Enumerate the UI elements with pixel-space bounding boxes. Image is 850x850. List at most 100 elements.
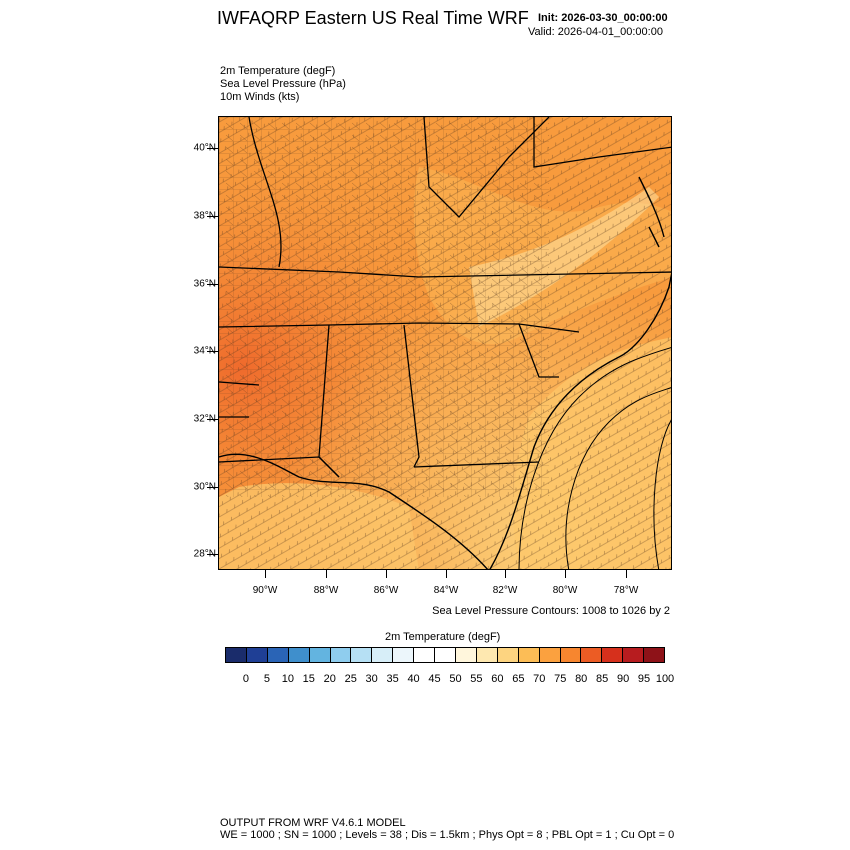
colorbar-label: 30	[365, 673, 378, 685]
lon-label: 82°W	[492, 585, 518, 596]
colorbar-label: 35	[386, 673, 399, 685]
colorbar-label: 45	[428, 673, 441, 685]
atlantic-coastline	[489, 273, 671, 569]
colorbar-label: 85	[596, 673, 609, 685]
colorbar-swatch	[539, 648, 561, 662]
colorbar-swatch	[414, 648, 436, 662]
colorbar-label: 50	[449, 673, 462, 685]
lon-label: 84°W	[433, 585, 459, 596]
lat-tick	[207, 554, 218, 555]
colorbar-label: 80	[575, 673, 588, 685]
lon-label: 88°W	[313, 585, 339, 596]
model-output-line: OUTPUT FROM WRF V4.6.1 MODEL	[220, 817, 406, 829]
colorbar-swatch	[455, 648, 477, 662]
state-border-la-ms	[219, 456, 340, 478]
lat-tick	[207, 148, 218, 149]
state-borders	[219, 117, 671, 478]
gulf-coastline	[219, 453, 489, 569]
pressure-contour-2	[565, 387, 671, 569]
state-border-pa-md	[533, 117, 671, 168]
field-label-winds: 10m Winds (kts)	[220, 91, 300, 103]
lon-tick	[326, 570, 327, 578]
colorbar-swatch	[518, 648, 540, 662]
contour-note: Sea Level Pressure Contours: 1008 to 102…	[432, 605, 670, 617]
model-config-line: WE = 1000 ; SN = 1000 ; Levels = 38 ; Di…	[220, 829, 675, 841]
colorbar-swatch	[351, 648, 373, 662]
lon-label: 90°W	[252, 585, 278, 596]
wind-barbs	[219, 117, 671, 569]
colorbar-swatch	[267, 648, 289, 662]
lon-tick	[386, 570, 387, 578]
colorbar-label: 20	[323, 673, 336, 685]
colorbar-swatch	[372, 648, 394, 662]
colorbar-label: 60	[491, 673, 504, 685]
colorbar-swatch	[497, 648, 519, 662]
lat-label: 40°N	[193, 142, 216, 154]
field-label-temperature: 2m Temperature (degF)	[220, 65, 336, 77]
lat-tick	[207, 284, 218, 285]
weather-map	[218, 116, 672, 570]
colorbar-swatch	[644, 648, 665, 662]
colorbar-label: 15	[302, 673, 315, 685]
init-time: Init: 2026-03-30_00:00:00	[538, 12, 668, 24]
temperature-colorbar	[225, 647, 665, 663]
field-label-pressure: Sea Level Pressure (hPa)	[220, 78, 346, 90]
colorbar-swatch	[330, 648, 352, 662]
lat-label: 30°N	[193, 481, 216, 493]
state-border-tn-south	[219, 322, 580, 333]
lat-label: 34°N	[193, 345, 216, 357]
pressure-contours	[518, 347, 671, 569]
state-border-ar-la	[219, 381, 260, 418]
lon-tick	[626, 570, 627, 578]
colorbar-label: 0	[242, 673, 249, 685]
colorbar-label: 70	[533, 673, 546, 685]
temperature-map-canvas	[219, 117, 671, 569]
state-border-il-ky	[248, 117, 282, 268]
colorbar-label: 90	[616, 673, 630, 685]
lat-label: 36°N	[193, 278, 216, 290]
colorbar-swatch	[581, 648, 603, 662]
state-border-al-ga	[403, 324, 420, 468]
colorbar-label: 95	[637, 673, 651, 685]
colorbar-label: 75	[554, 673, 567, 685]
pressure-contour-1	[518, 347, 671, 569]
lat-label: 28°N	[193, 548, 216, 560]
colorbar-label: 100	[655, 673, 675, 685]
lon-tick	[265, 570, 266, 578]
colorbar-title: 2m Temperature (degF)	[385, 631, 501, 643]
lon-tick	[446, 570, 447, 578]
lat-tick	[207, 351, 218, 352]
lat-tick	[207, 216, 218, 217]
state-border-in-oh-ky	[423, 117, 550, 218]
colorbar-swatch	[226, 648, 247, 662]
lat-tick	[207, 487, 218, 488]
lon-tick	[505, 570, 506, 578]
lon-tick	[565, 570, 566, 578]
colorbar-swatch	[623, 648, 645, 662]
state-border-ga-fl	[413, 461, 540, 468]
lon-label: 80°W	[552, 585, 578, 596]
colorbar-swatch	[435, 648, 456, 662]
colorbar-swatch	[393, 648, 415, 662]
state-border-ky-tn	[219, 266, 671, 278]
lat-label: 32°N	[193, 413, 216, 425]
colorbar-swatch	[476, 648, 498, 662]
colorbar-label: 10	[281, 673, 294, 685]
colorbar-label: 65	[512, 673, 525, 685]
lat-label: 38°N	[193, 210, 216, 222]
colorbar-label: 5	[263, 673, 270, 685]
chart-title: IWFAQRP Eastern US Real Time WRF	[217, 8, 529, 28]
lon-label: 86°W	[373, 585, 399, 596]
chesapeake-bay	[638, 176, 665, 248]
colorbar-label: 40	[407, 673, 420, 685]
colorbar-swatch	[288, 648, 310, 662]
colorbar-swatch	[246, 648, 268, 662]
state-border-ga-sc	[518, 323, 559, 378]
colorbar-swatch	[560, 648, 582, 662]
lat-tick	[207, 419, 218, 420]
colorbar-label: 25	[344, 673, 357, 685]
colorbar-swatch	[602, 648, 624, 662]
lon-label: 78°W	[613, 585, 639, 596]
pressure-contour-3	[653, 419, 671, 569]
colorbar-swatch	[309, 648, 331, 662]
